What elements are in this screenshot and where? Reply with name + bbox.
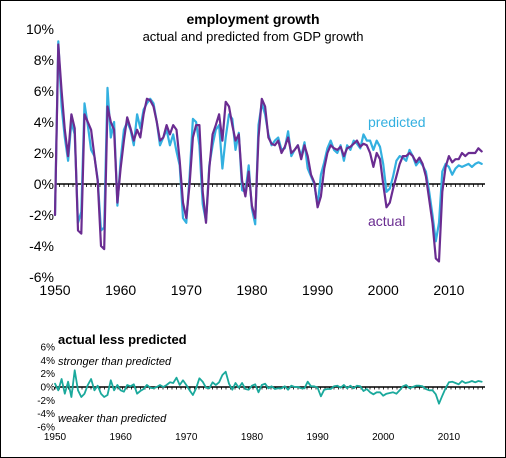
- top-panel: employment growth actual and predicted f…: [26, 11, 485, 298]
- y-tick-labels: 6% 4% 2% 0% -2% -4% -6%: [37, 343, 55, 434]
- annotation-stronger: stronger than predicted: [58, 356, 172, 368]
- chart-title: employment growth: [186, 11, 319, 27]
- y-tick-label: 0%: [41, 383, 56, 394]
- x-tick-label: 2010: [438, 432, 461, 443]
- y-tick-label: 8%: [34, 52, 54, 68]
- x-tick-label: 1990: [302, 282, 333, 298]
- y-tick-label: -6%: [29, 269, 54, 285]
- x-tick-label: 1970: [175, 432, 198, 443]
- y-tick-label: -2%: [29, 207, 54, 223]
- chart-subtitle: actual and predicted from GDP growth: [143, 29, 364, 44]
- y-tick-label: 4%: [41, 356, 56, 367]
- series-lines: [54, 369, 483, 405]
- x-tick-label: 2000: [372, 432, 395, 443]
- x-tick-label: 1950: [39, 282, 70, 298]
- series-difference: [54, 369, 483, 405]
- y-tick-label: 0%: [34, 176, 54, 192]
- annotation-predicted: predicted: [368, 114, 426, 130]
- y-tick-label: 6%: [34, 83, 54, 99]
- y-tick-label: 2%: [34, 145, 54, 161]
- y-tick-label: -4%: [29, 238, 54, 254]
- y-tick-label: 4%: [34, 114, 54, 130]
- x-tick-label: 1980: [236, 282, 267, 298]
- x-tick-labels: 1950 1960 1970 1980 1990 2000 2010: [44, 432, 461, 443]
- x-tick-label: 1990: [306, 432, 329, 443]
- y-tick-label: 10%: [26, 21, 54, 37]
- y-tick-labels: 10% 8% 6% 4% 2% 0% -2% -4% -6%: [26, 21, 54, 285]
- x-tick-label: 2000: [368, 282, 399, 298]
- y-tick-label: 6%: [41, 343, 56, 354]
- y-tick-label: -2%: [37, 396, 55, 407]
- annotation-actual: actual: [368, 213, 405, 229]
- bottom-panel: actual less predicted stronger than pred…: [37, 332, 485, 443]
- series-lines: [53, 40, 483, 263]
- x-tick-labels: 1950 1960 1970 1980 1990 2000 2010: [39, 282, 464, 298]
- residual-title: actual less predicted: [58, 332, 187, 347]
- x-tick-label: 2010: [433, 282, 464, 298]
- x-tick-label: 1980: [241, 432, 264, 443]
- y-tick-label: -4%: [37, 409, 55, 420]
- x-tick-label: 1970: [171, 282, 202, 298]
- x-tick-label: 1950: [44, 432, 67, 443]
- x-tick-label: 1960: [110, 432, 133, 443]
- annotation-weaker: weaker than predicted: [58, 413, 167, 425]
- series-actual: [53, 43, 483, 263]
- y-tick-label: 2%: [41, 369, 56, 380]
- x-tick-label: 1960: [105, 282, 136, 298]
- y-tick-label: -6%: [37, 423, 55, 434]
